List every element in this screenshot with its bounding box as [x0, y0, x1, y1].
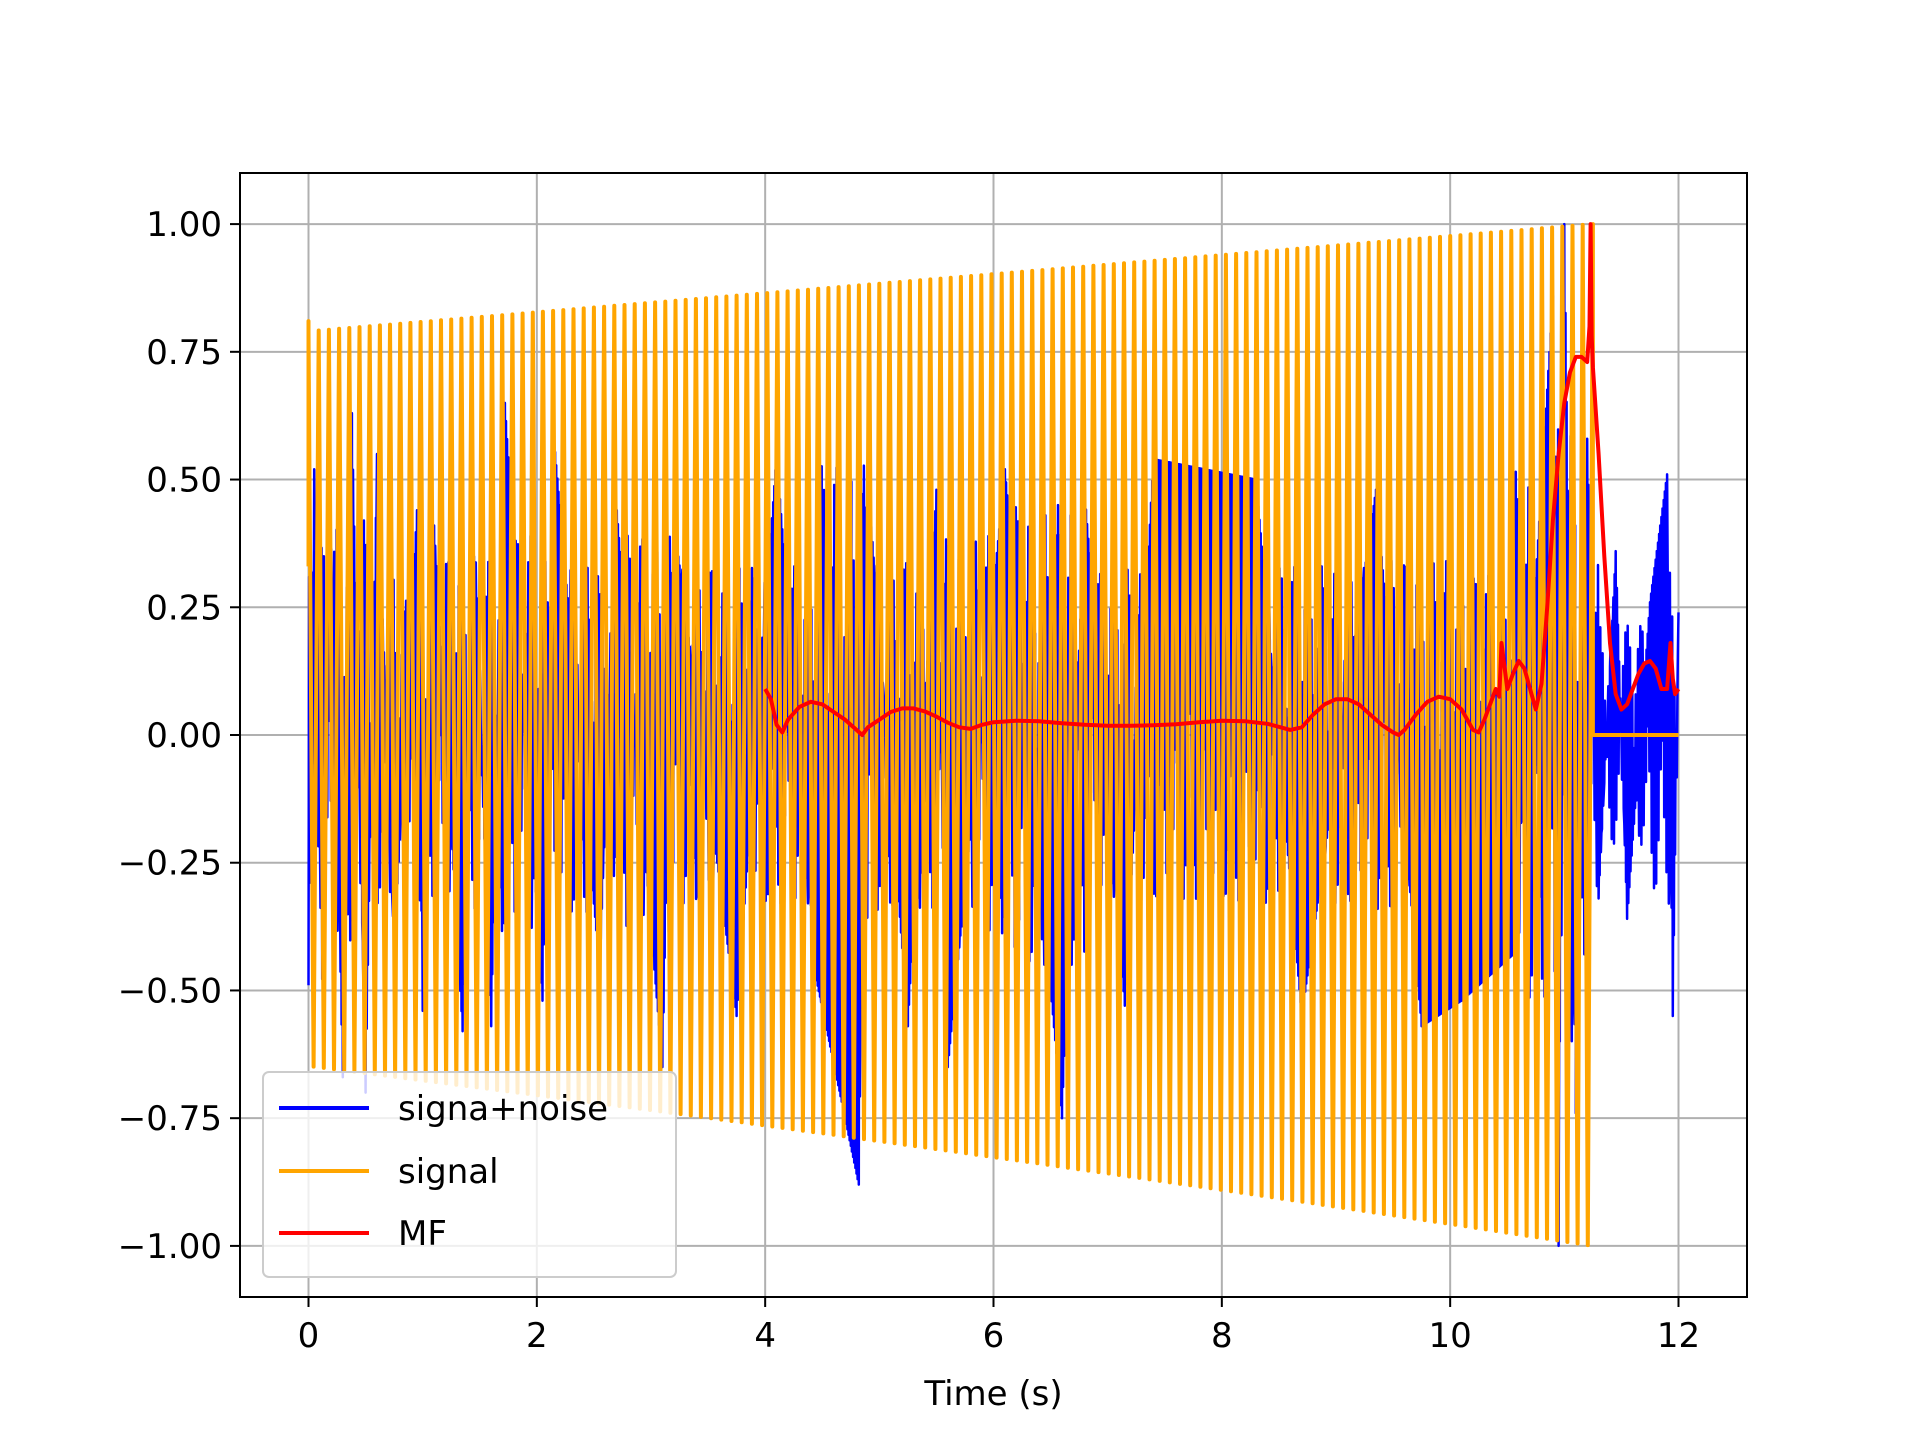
- legend-label-signal-noise: signa+noise: [398, 1089, 608, 1129]
- x-tick-label: 6: [983, 1316, 1005, 1356]
- y-tick-label: 0.00: [146, 716, 222, 756]
- legend-label-signal: signal: [398, 1152, 499, 1192]
- legend: signa+noise signal MF: [262, 1071, 677, 1278]
- series-mf-line: [763, 222, 1681, 737]
- x-tick-label: 2: [526, 1316, 548, 1356]
- axis-ticks: 0 2 4 6 8 10 12 1.00 0.75 0.50 0.25 0.00 −0.25 −0.50 −…: [118, 205, 1700, 1356]
- x-tick-label: 0: [298, 1316, 320, 1356]
- legend-box: [262, 1071, 677, 1278]
- y-tick-label: 1.00: [146, 205, 222, 245]
- series-signal-line: [306, 222, 1679, 1248]
- y-tick-label: 0.50: [146, 461, 222, 501]
- y-tick-label: −1.00: [118, 1227, 222, 1267]
- x-tick-label: 10: [1429, 1316, 1472, 1356]
- x-tick-label: 8: [1211, 1316, 1233, 1356]
- y-tick-label: −0.50: [118, 971, 222, 1011]
- y-tick-label: −0.75: [118, 1099, 222, 1139]
- y-tick-label: 0.75: [146, 333, 222, 373]
- x-tick-label: 12: [1657, 1316, 1700, 1356]
- y-tick-label: 0.25: [146, 588, 222, 628]
- y-tick-label: −0.25: [118, 844, 222, 884]
- legend-label-mf: MF: [398, 1214, 447, 1254]
- series-layer: [306, 222, 1681, 1248]
- x-tick-label: 4: [754, 1316, 776, 1356]
- x-axis-title: Time (s): [923, 1374, 1062, 1414]
